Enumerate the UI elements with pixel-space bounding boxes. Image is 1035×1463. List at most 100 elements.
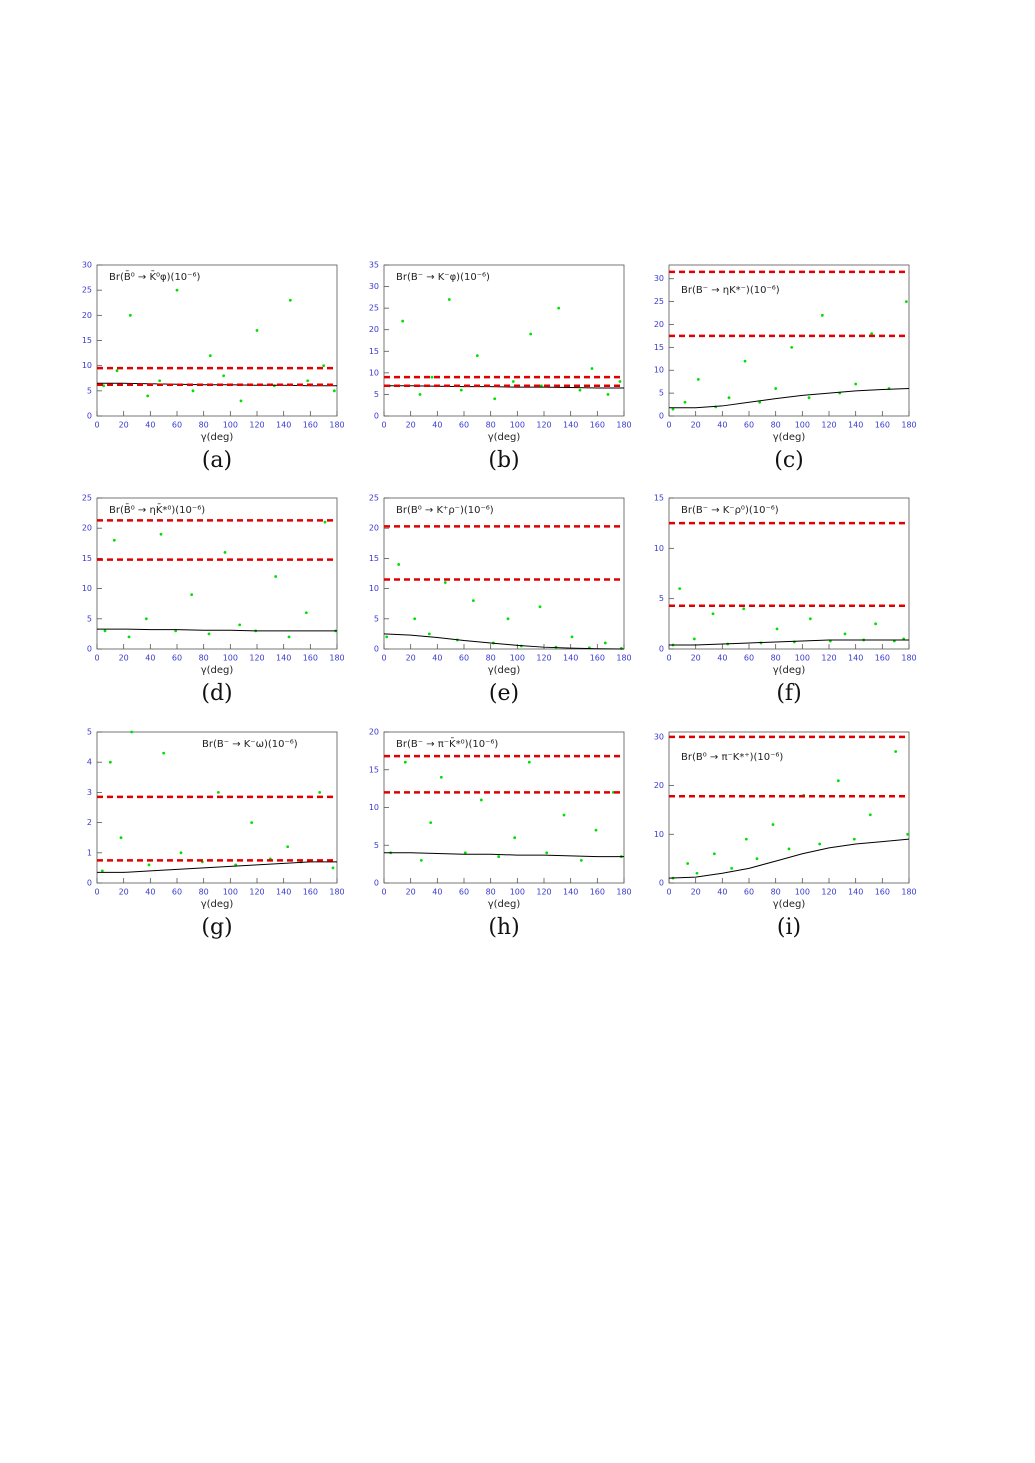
- y-tick-label: 30: [369, 282, 379, 291]
- x-tick-label: 160: [303, 654, 318, 663]
- y-tick-label: 15: [82, 554, 92, 563]
- scatter-point: [590, 367, 594, 370]
- y-tick-label: 4: [87, 758, 92, 767]
- scatter-point: [594, 828, 598, 832]
- x-tick-label: 100: [510, 654, 525, 663]
- scatter-point: [159, 532, 163, 536]
- scatter-point: [403, 760, 407, 764]
- x-tick-label: 0: [381, 421, 386, 430]
- y-tick-label: 20: [369, 728, 379, 737]
- y-tick-label: 0: [374, 879, 379, 888]
- scatter-point: [306, 379, 310, 383]
- scatter-point: [852, 837, 856, 841]
- x-axis-label: γ(deg): [201, 665, 234, 676]
- x-tick-label: 60: [744, 888, 754, 897]
- scatter-point: [712, 852, 716, 856]
- x-tick-label: 100: [510, 888, 525, 897]
- y-tick-label: 30: [82, 261, 92, 270]
- scatter-point: [790, 345, 794, 349]
- x-tick-label: 120: [536, 888, 551, 897]
- x-tick-label: 80: [486, 888, 496, 897]
- x-tick-label: 160: [590, 421, 605, 430]
- y-tick-label: 0: [374, 412, 379, 421]
- x-axis-label: γ(deg): [488, 665, 521, 676]
- scatter-point: [904, 300, 908, 304]
- central-curve: [97, 861, 337, 873]
- x-tick-label: 80: [199, 888, 209, 897]
- x-tick-label: 120: [249, 421, 264, 430]
- scatter-point: [288, 298, 292, 302]
- x-tick-label: 80: [486, 421, 496, 430]
- scatter-point: [208, 354, 212, 357]
- y-tick-label: 10: [654, 544, 664, 553]
- x-tick-label: 180: [329, 654, 344, 663]
- panel-caption: (g): [201, 915, 232, 940]
- x-tick-label: 80: [771, 888, 781, 897]
- panel-caption: (d): [201, 681, 232, 706]
- panel-caption: (h): [488, 915, 519, 940]
- central-curve: [383, 633, 625, 650]
- scatter-point: [744, 837, 748, 841]
- x-tick-label: 60: [459, 421, 469, 430]
- x-axis-label: γ(deg): [488, 432, 521, 443]
- x-tick-label: 20: [406, 654, 416, 663]
- scatter-point: [179, 851, 183, 855]
- panel-caption: (f): [776, 681, 801, 706]
- scatter-point: [678, 587, 682, 590]
- panel-caption: (b): [488, 448, 519, 473]
- scatter-point: [808, 617, 812, 621]
- x-tick-label: 160: [590, 654, 605, 663]
- y-tick-label: 10: [82, 584, 92, 593]
- x-tick-label: 0: [94, 654, 99, 663]
- x-tick-label: 0: [381, 654, 386, 663]
- scatter-point: [497, 855, 501, 858]
- y-tick-label: 25: [654, 297, 664, 306]
- scatter-point: [820, 313, 824, 317]
- scatter-point: [836, 779, 840, 783]
- y-tick-label: 2: [87, 818, 92, 827]
- y-tick-label: 30: [654, 274, 664, 283]
- scatter-point: [385, 635, 389, 639]
- x-tick-label: 180: [616, 888, 631, 897]
- x-tick-label: 60: [172, 654, 182, 663]
- scatter-point: [174, 629, 178, 633]
- y-tick-label: 0: [659, 879, 664, 888]
- x-tick-label: 120: [536, 654, 551, 663]
- scatter-point: [618, 380, 622, 383]
- y-tick-label: 20: [369, 325, 379, 334]
- scatter-point: [479, 798, 483, 802]
- y-tick-label: 20: [654, 781, 664, 790]
- plot-frame: [96, 264, 338, 417]
- panel-title: Br(B̄⁰ → K̄⁰φ)(10⁻⁶): [109, 270, 200, 283]
- scatter-point: [162, 751, 166, 755]
- x-tick-label: 20: [691, 421, 701, 430]
- x-tick-label: 100: [795, 654, 810, 663]
- x-tick-label: 20: [691, 888, 701, 897]
- scatter-point: [419, 858, 423, 862]
- scatter-point: [286, 845, 290, 849]
- scatter-point: [696, 377, 700, 381]
- y-tick-label: 15: [654, 494, 664, 503]
- y-tick-label: 20: [82, 311, 92, 320]
- scatter-point: [843, 632, 847, 636]
- scatter-point: [427, 632, 431, 636]
- scatter-point: [545, 851, 549, 855]
- scatter-point: [331, 866, 335, 870]
- y-tick-label: 20: [654, 320, 664, 329]
- scatter-point: [144, 617, 148, 621]
- y-tick-label: 10: [369, 803, 379, 812]
- x-tick-label: 0: [94, 421, 99, 430]
- scatter-point: [190, 593, 194, 597]
- plot-frame: [96, 497, 338, 650]
- scatter-point: [606, 393, 610, 396]
- panel-title: Br(B⁻ → K⁻ρ⁰)(10⁻⁶): [681, 505, 779, 516]
- scatter-point: [529, 332, 533, 336]
- scatter-point: [413, 617, 417, 621]
- panel-caption: (a): [202, 448, 232, 473]
- y-tick-label: 1: [87, 848, 92, 857]
- panel-title: Br(B⁻ → K⁻φ)(10⁻⁶): [396, 272, 490, 283]
- x-tick-label: 80: [771, 654, 781, 663]
- scatter-point: [463, 851, 467, 855]
- plot-frame: [96, 731, 338, 884]
- x-tick-label: 120: [821, 421, 836, 430]
